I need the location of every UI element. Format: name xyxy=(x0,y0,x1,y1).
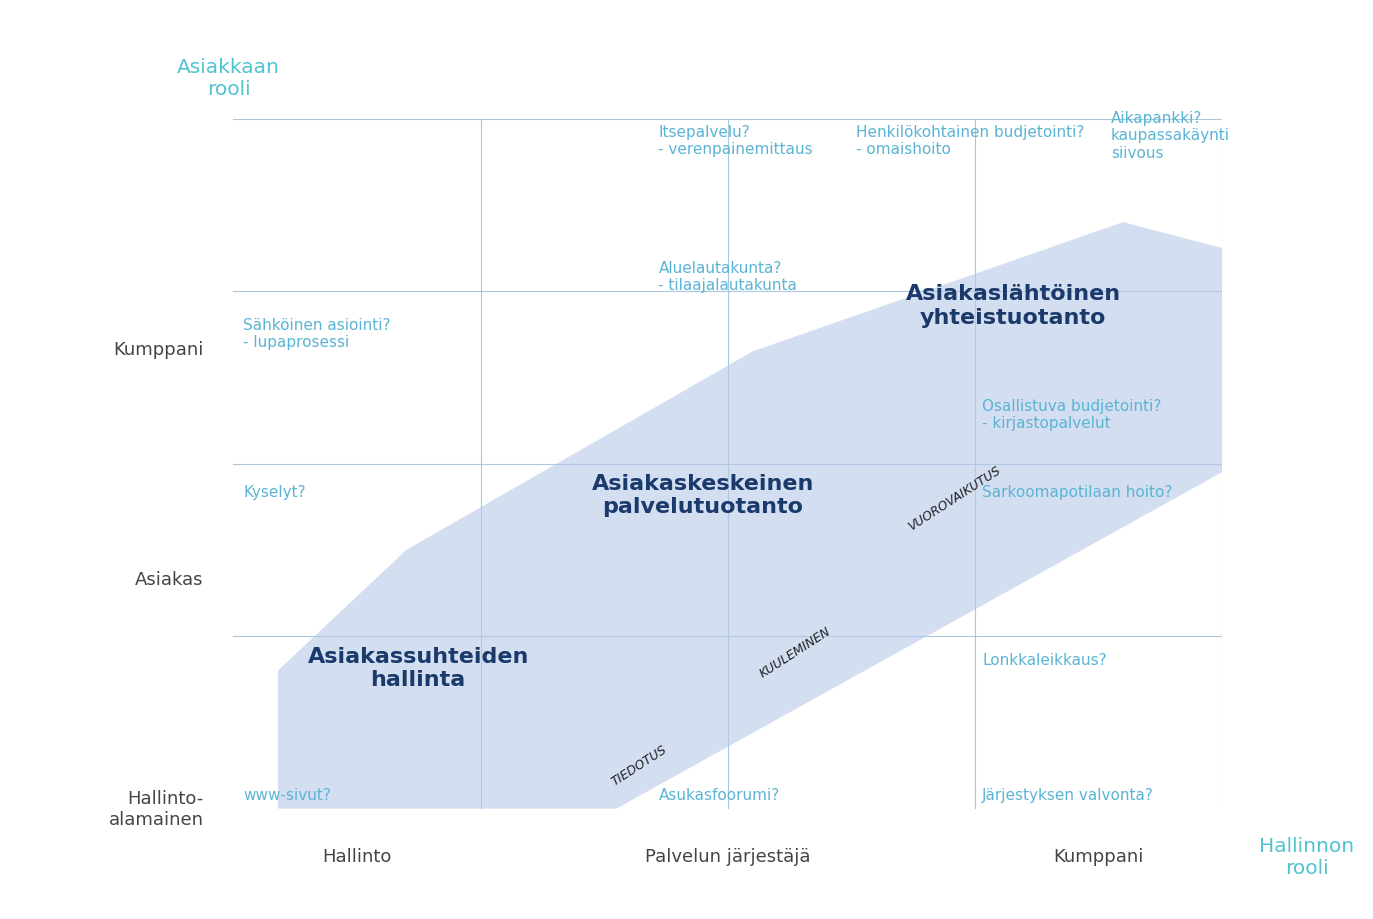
Text: Aikapankki?
kaupassakäynti
siivous: Aikapankki? kaupassakäynti siivous xyxy=(1111,111,1230,161)
Text: Aluelautakunta?
- tilaajalautakunta: Aluelautakunta? - tilaajalautakunta xyxy=(659,261,798,293)
Text: Asiakaslähtöinen
yhteistuotanto: Asiakaslähtöinen yhteistuotanto xyxy=(906,284,1120,327)
Text: Kumppani: Kumppani xyxy=(114,340,203,358)
Polygon shape xyxy=(277,222,1222,809)
Text: Palvelun järjestäjä: Palvelun järjestäjä xyxy=(645,846,810,865)
Text: Kumppani: Kumppani xyxy=(1053,846,1144,865)
Text: Hallinto-
alamainen: Hallinto- alamainen xyxy=(108,789,203,828)
Text: Lonkkaleikkaus?: Lonkkaleikkaus? xyxy=(982,652,1107,667)
Text: Asiakas: Asiakas xyxy=(136,570,203,588)
Text: www-sivut?: www-sivut? xyxy=(243,787,331,801)
Text: Itsepalvelu?
- verenpainemittaus: Itsepalvelu? - verenpainemittaus xyxy=(659,125,813,157)
Text: TIEDOTUS: TIEDOTUS xyxy=(610,743,669,789)
Text: Asukasfoorumi?: Asukasfoorumi? xyxy=(659,787,780,801)
Text: Asiakaskeskeinen
palvelutuotanto: Asiakaskeskeinen palvelutuotanto xyxy=(592,473,814,516)
Text: Sähköinen asiointi?
- lupaprosessi: Sähköinen asiointi? - lupaprosessi xyxy=(243,318,391,350)
Text: Järjestyksen valvonta?: Järjestyksen valvonta? xyxy=(982,787,1155,801)
Text: Hallinnon
rooli: Hallinnon rooli xyxy=(1259,836,1354,878)
Text: Sarkoomapotilaan hoito?: Sarkoomapotilaan hoito? xyxy=(982,485,1173,500)
Text: Asiakkaan
rooli: Asiakkaan rooli xyxy=(177,58,280,98)
Text: KUULEMINEN: KUULEMINEN xyxy=(758,624,833,679)
Text: Henkilökohtainen budjetointi?
- omaishoito: Henkilökohtainen budjetointi? - omaishoi… xyxy=(857,125,1085,157)
Text: VUOROVAIKUTUS: VUOROVAIKUTUS xyxy=(906,463,1002,533)
Text: Asiakassuhteiden
hallinta: Asiakassuhteiden hallinta xyxy=(308,646,529,689)
Text: Hallinto: Hallinto xyxy=(323,846,391,865)
Text: Osallistuva budjetointi?
- kirjastopalvelut: Osallistuva budjetointi? - kirjastopalve… xyxy=(982,399,1162,431)
Text: Kyselyt?: Kyselyt? xyxy=(243,485,306,500)
